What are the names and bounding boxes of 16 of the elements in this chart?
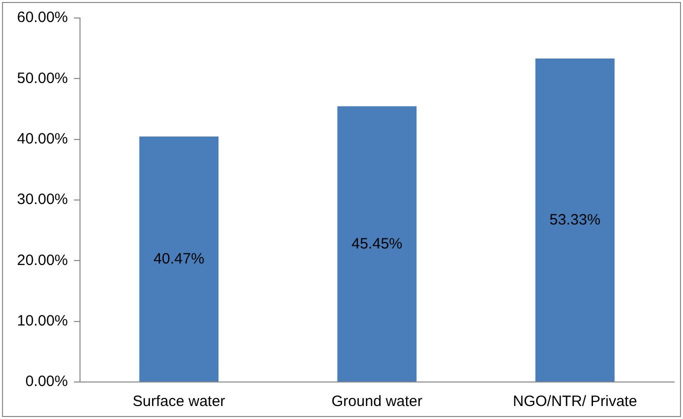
data-label: 40.47% — [153, 250, 204, 268]
data-label: 53.33% — [550, 211, 600, 228]
y-tick-label: 20.00% — [17, 252, 68, 269]
data-label: 45.45% — [352, 235, 402, 252]
x-tick-label: Ground water — [331, 393, 422, 410]
y-tick-label: 40.00% — [17, 130, 68, 148]
y-tick-label: 0.00% — [25, 373, 68, 390]
y-tick-label: 10.00% — [17, 312, 68, 330]
y-tick-label: 50.00% — [17, 70, 68, 87]
y-tick-label: 60.00% — [17, 9, 68, 26]
x-tick-label: Surface water — [132, 393, 226, 410]
bar — [139, 136, 219, 382]
bar — [535, 58, 615, 382]
y-tick-label: 30.00% — [17, 191, 68, 208]
bar — [337, 106, 417, 382]
x-tick-label: NGO/NTR/ Private — [512, 393, 638, 410]
